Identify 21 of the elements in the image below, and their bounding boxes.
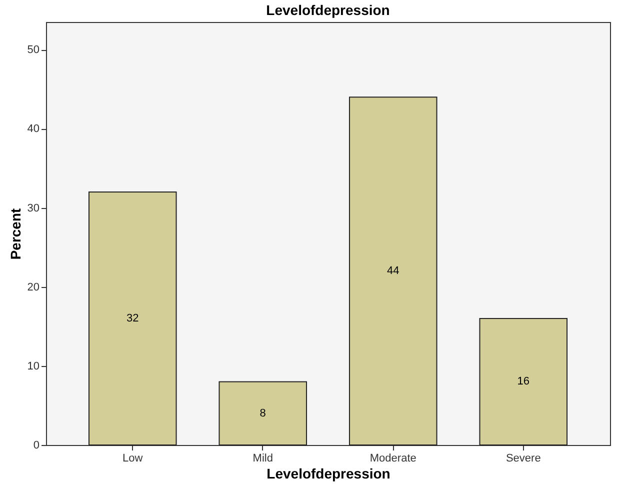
x-tick-label: Mild xyxy=(252,452,273,464)
bar xyxy=(479,318,568,446)
x-tick-label: Moderate xyxy=(370,452,416,464)
y-axis-title: Percent xyxy=(7,208,24,260)
bar xyxy=(348,96,438,446)
data-label: 44 xyxy=(387,265,400,278)
x-tick-label: Severe xyxy=(506,452,541,464)
data-label: 32 xyxy=(126,312,139,324)
chart-title: Levelofdepression xyxy=(266,2,390,18)
data-label: 8 xyxy=(260,407,266,420)
bar xyxy=(88,191,177,446)
y-tick-label: 40 xyxy=(27,123,40,136)
y-tick-label: 50 xyxy=(27,44,40,56)
x-axis-title: Levelofdepression xyxy=(266,466,390,482)
x-tick-label: Low xyxy=(122,452,143,464)
data-label: 16 xyxy=(517,376,530,388)
bar xyxy=(218,381,308,446)
y-tick-label: 20 xyxy=(27,281,40,294)
y-tick-label: 30 xyxy=(27,202,40,214)
y-tick-label: 0 xyxy=(33,440,40,452)
y-tick-label: 10 xyxy=(27,360,40,372)
